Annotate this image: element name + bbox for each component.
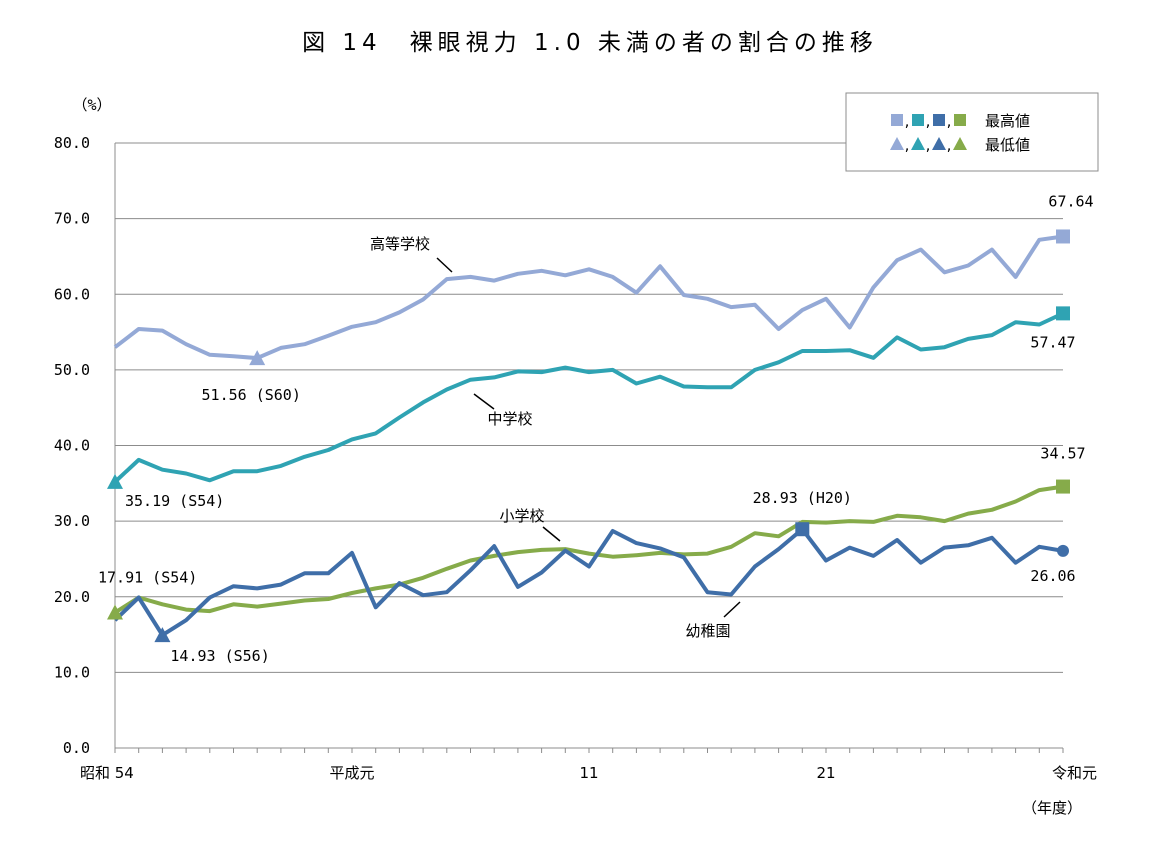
y-tick-label: 20.0 <box>54 588 90 606</box>
chart-title: 図 14 裸眼視力 1.0 未満の者の割合の推移 <box>302 30 878 56</box>
annotation-label: 57.47 <box>1030 333 1075 351</box>
max-marker <box>1056 229 1070 244</box>
series-line <box>113 311 1064 484</box>
legend-label: 最高値 <box>985 112 1030 130</box>
annotation-label: 67.64 <box>1048 192 1093 210</box>
annotation-label: 34.57 <box>1040 445 1085 463</box>
series-label: 中学校 <box>487 410 532 428</box>
max-marker <box>795 522 810 537</box>
min-marker <box>107 473 123 489</box>
annotations: 51.56 (S60) 67.64 35.19 (S54) 57.47 14.93 (S… <box>98 192 1094 665</box>
legend-square <box>891 114 903 126</box>
y-tick-label: 50.0 <box>54 361 90 379</box>
annotation-label: 28.93 (H20) <box>753 489 852 507</box>
legend-separator: , <box>905 112 910 130</box>
leader-line <box>473 393 495 410</box>
x-tick-label: 11 <box>579 764 598 782</box>
legend-separator: , <box>926 136 931 154</box>
legend-label: 最低値 <box>985 136 1030 154</box>
min-marker <box>154 627 171 643</box>
legend-triangle <box>932 137 946 150</box>
legend-triangle <box>890 137 904 150</box>
legend-triangle <box>911 137 925 150</box>
legend-square <box>933 114 945 126</box>
annotation-label: 17.91 (S54) <box>98 569 197 587</box>
min-marker <box>249 350 266 366</box>
legend-box <box>845 92 1099 172</box>
leader-line <box>723 601 741 618</box>
series-label: 高等学校 <box>370 235 430 253</box>
latest-marker <box>1057 544 1069 557</box>
leader-line <box>542 526 561 542</box>
legend: ,,, 最高値,,, 最低値 <box>845 92 1099 172</box>
series-lines <box>113 234 1064 638</box>
x-tick-label: 令和元 <box>1052 764 1097 782</box>
x-tick-label: 平成元 <box>329 764 374 782</box>
series-label: 小学校 <box>499 507 544 525</box>
series-line <box>113 234 1064 361</box>
y-tick-label: 30.0 <box>54 512 90 530</box>
y-tick-label: 70.0 <box>54 210 90 228</box>
series-line <box>113 527 1064 638</box>
x-tick-label: 21 <box>816 764 835 782</box>
x-tick-label: 昭和 54 <box>80 764 134 782</box>
series-line <box>113 484 1064 615</box>
legend-separator: , <box>947 136 952 154</box>
axes <box>114 143 1064 753</box>
legend-triangle <box>953 137 967 150</box>
legend-separator: , <box>905 136 910 154</box>
leader-line <box>436 257 453 273</box>
annotation-label: 26.06 <box>1030 567 1075 585</box>
y-tick-label: 10.0 <box>54 663 90 681</box>
annotation-label: 51.56 (S60) <box>202 386 301 404</box>
max-marker <box>1056 479 1070 494</box>
max-marker <box>1056 306 1070 321</box>
annotation-label: 14.93 (S56) <box>170 647 269 665</box>
min-marker <box>107 604 123 620</box>
annotation-label: 35.19 (S54) <box>125 492 224 510</box>
x-axis-unit: （年度） <box>1022 799 1082 817</box>
y-axis-ticks: 0.0 10.0 20.0 30.0 40.0 50.0 60.0 70.0 80.0 <box>54 134 90 757</box>
extreme-markers <box>107 229 1070 643</box>
series-label: 幼稚園 <box>685 622 730 640</box>
legend-square <box>912 114 924 126</box>
legend-square <box>954 114 966 126</box>
y-tick-label: 0.0 <box>63 739 90 757</box>
y-axis-unit: （%） <box>72 96 111 114</box>
legend-separator: , <box>947 112 952 130</box>
y-tick-label: 80.0 <box>54 134 90 152</box>
y-tick-label: 60.0 <box>54 285 90 303</box>
legend-separator: , <box>926 112 931 130</box>
y-tick-label: 40.0 <box>54 437 90 455</box>
gridlines <box>115 142 1063 673</box>
x-axis-ticks: 昭和 54 平成元 11 21 令和元 <box>80 764 1097 782</box>
